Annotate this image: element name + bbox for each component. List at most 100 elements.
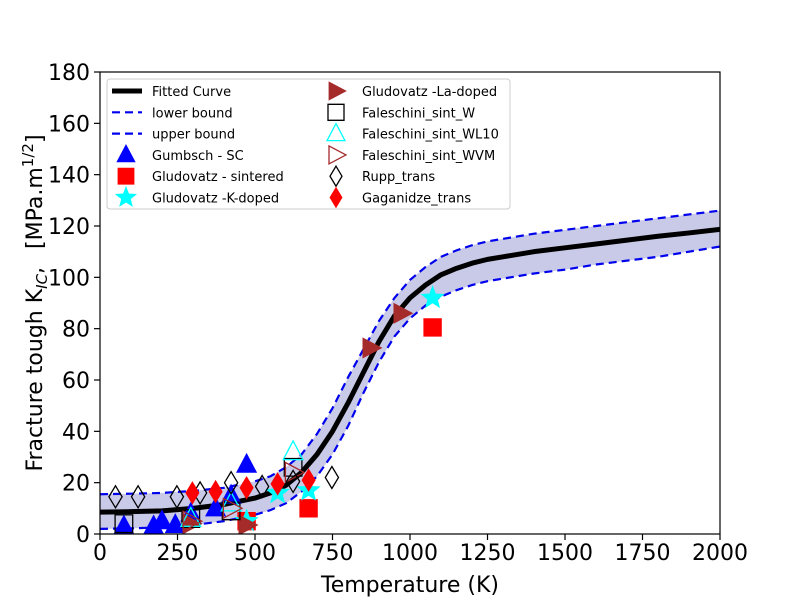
x-tick-label: 1750 — [615, 541, 671, 566]
legend-marker-swatch — [327, 103, 345, 121]
x-axis-label: Temperature (K) — [320, 573, 499, 598]
y-tick-label: 40 — [62, 420, 90, 445]
legend-label: Gludovatz -K-doped — [152, 192, 279, 207]
data-point — [285, 469, 301, 494]
x-tick-label: 1500 — [537, 541, 593, 566]
series-7 — [108, 465, 340, 510]
legend-label: Gludovatz -La-doped — [362, 85, 497, 100]
data-point — [420, 285, 445, 309]
y-axis-label-sep: , — [23, 267, 48, 274]
legend-marker-swatch — [329, 164, 343, 188]
legend-label: Gaganidze_trans — [362, 192, 471, 207]
x-tick-label: 750 — [312, 541, 354, 566]
y-tick-label: 100 — [48, 266, 90, 291]
legend-label: Faleschini_sint_W — [362, 106, 475, 121]
data-point — [270, 472, 285, 496]
legend-item: Gludovatz -La-doped — [328, 81, 497, 101]
data-point — [236, 452, 258, 473]
legend-item: upper bound — [112, 128, 235, 143]
legend-item: Gumbsch - SC — [116, 144, 244, 164]
y-tick-label: 120 — [48, 215, 90, 240]
data-point — [301, 468, 316, 492]
data-point — [299, 499, 318, 518]
legend-marker-swatch — [329, 186, 343, 209]
legend-marker-swatch — [117, 167, 135, 185]
data-point — [239, 476, 254, 500]
data-point — [221, 501, 241, 521]
legend-item: Fitted Curve — [112, 85, 231, 100]
legend-label: Faleschini_sint_WVM — [362, 149, 495, 164]
data-point — [169, 484, 185, 510]
legend-item: Rupp_trans — [329, 164, 435, 188]
y-axis-label-unit: [MPa.m — [23, 167, 48, 249]
data-point — [185, 481, 200, 505]
data-point — [423, 318, 442, 337]
data-point — [362, 337, 383, 359]
y-tick-label: 20 — [62, 472, 90, 497]
series-4 — [114, 457, 303, 534]
series-8 — [185, 468, 316, 505]
data-point — [254, 474, 270, 499]
plot-layer — [100, 209, 720, 534]
series-6 — [182, 461, 306, 533]
data-point — [238, 514, 259, 534]
y-tick-label: 140 — [48, 164, 90, 189]
legend-marker-swatch — [116, 144, 136, 163]
legend-marker-swatch — [328, 81, 347, 101]
y-tick-label: 80 — [62, 318, 90, 343]
data-point — [324, 465, 340, 490]
y-axis-label-sub: IC — [33, 273, 51, 288]
legend-label: Rupp_trans — [362, 170, 435, 185]
legend-item: Faleschini_sint_WVM — [328, 144, 495, 165]
data-point — [113, 514, 135, 534]
data-point — [114, 514, 134, 534]
data-point — [182, 510, 204, 533]
legend-item: lower bound — [112, 106, 233, 121]
y-axis-label: Fracture tough KIC, [MPa.m1/2] — [19, 134, 51, 471]
legend-label: upper bound — [152, 128, 235, 143]
data-point — [108, 484, 123, 510]
legend-item: Gaganidze_trans — [329, 186, 471, 209]
legend-marker-swatch — [328, 144, 348, 165]
confidence-band — [100, 210, 720, 529]
data-point — [208, 479, 223, 504]
data-point — [164, 513, 186, 534]
legend-item: Gludovatz -K-doped — [114, 185, 279, 207]
data-point — [220, 490, 243, 512]
fitted-curve-line — [100, 226, 720, 515]
data-point — [282, 439, 305, 461]
plot-area — [100, 209, 720, 534]
y-tick-label: 180 — [48, 61, 90, 86]
y-tick-label: 0 — [76, 523, 90, 548]
legend-marker-swatch — [114, 185, 138, 207]
legend: Fitted Curve lower bound upper bound Gumbsc… — [106, 78, 511, 210]
data-point — [130, 484, 146, 510]
legend-label: lower bound — [152, 106, 233, 121]
series-3 — [182, 302, 414, 534]
data-point — [222, 497, 244, 520]
data-point — [223, 470, 239, 495]
legend-label: Faleschini_sint_WL10 — [362, 128, 499, 143]
x-tick-label: 250 — [157, 541, 199, 566]
y-axis-label-main: Fracture tough K — [23, 288, 48, 471]
y-tick-label: 160 — [48, 112, 90, 137]
x-tick-label: 2000 — [692, 541, 748, 566]
x-tick-label: 1250 — [460, 541, 516, 566]
x-tick-label: 1000 — [382, 541, 438, 566]
legend-label: Gumbsch - SC — [152, 149, 244, 164]
legend-item: Gludovatz - sintered — [117, 167, 284, 185]
data-point — [284, 461, 306, 484]
data-point — [393, 302, 414, 324]
data-point — [283, 457, 303, 477]
y-axis-label-unit-end: ] — [23, 134, 48, 143]
legend-item: Faleschini_sint_W — [327, 103, 475, 121]
x-tick-label: 0 — [93, 541, 107, 566]
y-axis-label-unit-sup: 1/2 — [19, 143, 37, 167]
legend-box — [106, 78, 511, 210]
legend-marker-swatch — [325, 122, 347, 142]
legend-item: Faleschini_sint_WL10 — [325, 122, 499, 143]
y-tick-label: 60 — [62, 369, 90, 394]
data-point — [151, 509, 173, 530]
